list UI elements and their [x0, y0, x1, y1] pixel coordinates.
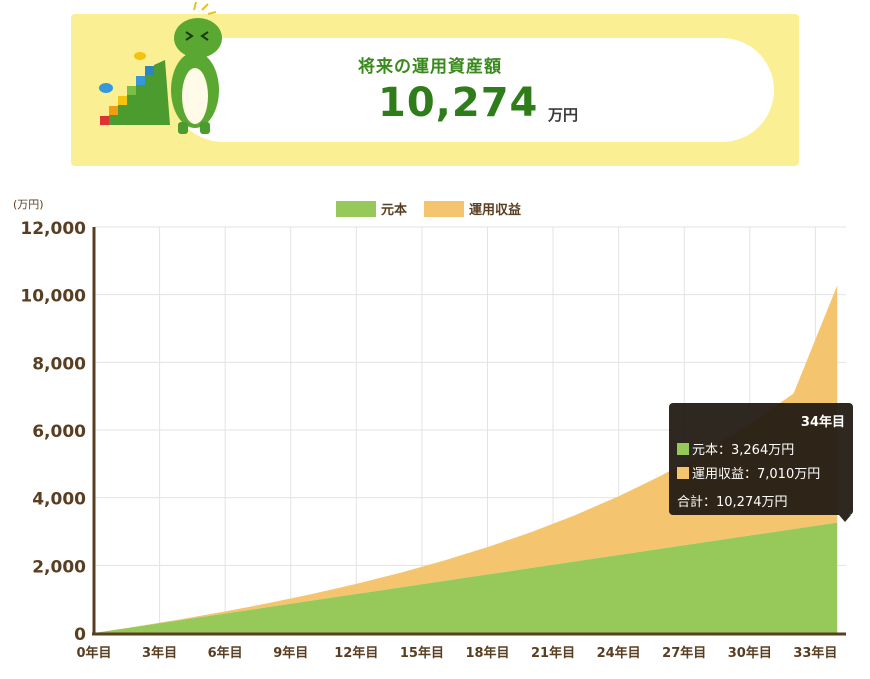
- legend-swatch-profit: [424, 201, 464, 217]
- tooltip-swatch-profit: [677, 466, 689, 479]
- x-tick-label: 21年目: [531, 645, 575, 661]
- y-tick-label: 4,000: [32, 490, 86, 510]
- tooltip-arrow: [839, 515, 851, 522]
- legend-label-profit: 運用収益: [469, 202, 521, 218]
- x-tick-label: 9年目: [273, 645, 308, 661]
- result-amount: 10,274: [378, 80, 539, 126]
- crocodile-mascot-icon: [99, 1, 222, 134]
- x-tick-label: 0年目: [76, 645, 111, 661]
- result-title: 将来の運用資産額: [358, 57, 502, 77]
- result-banner: [71, 14, 799, 166]
- y-axis-unit: (万円): [13, 198, 44, 211]
- tooltip-principal: 元本：3,264万円: [692, 443, 795, 458]
- tooltip-row-principal: 元本：3,264万円: [677, 439, 794, 458]
- tooltip-swatch-principal: [677, 442, 689, 455]
- x-tick-label: 15年目: [400, 645, 444, 661]
- y-tick-label: 10,000: [20, 287, 86, 307]
- series-area-principal: [94, 522, 838, 633]
- x-tick-label: 12年目: [334, 645, 378, 661]
- y-tick-label: 8,000: [32, 354, 86, 374]
- y-tick-label: 0: [74, 625, 86, 645]
- x-tick-label: 18年目: [465, 645, 509, 661]
- y-tick-label: 6,000: [32, 422, 86, 442]
- legend-swatch-principal: [336, 201, 376, 217]
- legend-label-principal: 元本: [381, 202, 407, 218]
- result-unit: 万円: [548, 106, 579, 124]
- result-panel: [171, 38, 774, 142]
- y-tick-label: 2,000: [32, 557, 86, 577]
- tooltip-row-total: 合計：10,274万円: [677, 491, 788, 510]
- x-tick-label: 33年目: [793, 645, 837, 661]
- tooltip-total: 合計：10,274万円: [677, 495, 788, 510]
- tooltip-row-profit: 運用収益：7,010万円: [677, 463, 820, 482]
- x-tick-label: 24年目: [597, 645, 641, 661]
- tooltip-title: 34年目: [800, 415, 845, 430]
- tooltip-profit: 運用収益：7,010万円: [692, 467, 821, 482]
- series-area-profit: [94, 285, 838, 633]
- x-tick-label: 6年目: [208, 645, 243, 661]
- data-tooltip: 34年目 元本：3,264万円 運用収益：7,010万円 合計：10,274万円: [669, 403, 853, 522]
- y-tick-label: 12,000: [20, 219, 86, 239]
- x-tick-label: 3年目: [142, 645, 177, 661]
- x-tick-label: 30年目: [728, 645, 772, 661]
- x-tick-label: 27年目: [662, 645, 706, 661]
